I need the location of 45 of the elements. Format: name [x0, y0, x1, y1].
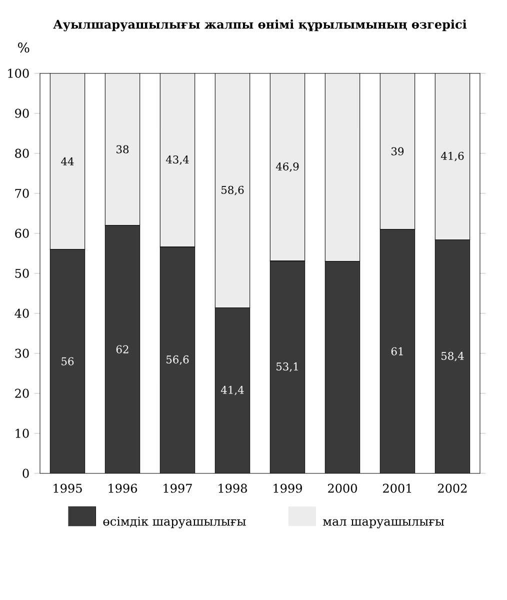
data-label: 56,6	[166, 355, 189, 365]
y-tick-label: 10	[16, 428, 29, 438]
y-tick-label: 40	[14, 308, 29, 318]
bar	[325, 73, 360, 262]
bar	[270, 73, 306, 262]
x-tick-label: 2001	[383, 484, 412, 493]
data-label: 41,4	[221, 386, 244, 396]
data-label: 38	[116, 145, 129, 154]
y-tick-label: 80	[15, 148, 29, 158]
y-axis-title: %	[18, 42, 30, 53]
data-label: 53,1	[276, 362, 298, 372]
y-tick-label: 20	[15, 388, 29, 398]
x-tick-label: 1998	[218, 484, 248, 493]
bar	[380, 73, 416, 230]
x-tick-label: 2002	[438, 484, 467, 493]
x-tick-label: 1997	[164, 484, 192, 493]
data-label: 61	[392, 347, 403, 356]
data-label: 46,9	[276, 162, 299, 172]
bar	[215, 73, 250, 308]
x-tick-label: 1996	[108, 484, 138, 493]
data-label: 43,4	[166, 155, 190, 165]
chart-title: Ауылшаруашылығы жалпы өнімі құрылымының өзгерісі	[53, 20, 467, 32]
data-label: 39	[392, 147, 404, 156]
data-label: 56	[62, 357, 74, 366]
x-tick-label: 1995	[54, 484, 82, 493]
data-label: 44	[61, 157, 74, 166]
y-tick-label: 100	[8, 68, 29, 78]
legend-label: өсімдік шаруашылығы	[103, 516, 246, 528]
data-label: 58,6	[222, 186, 244, 196]
y-tick-label: 60	[15, 228, 29, 238]
y-tick-label: 30	[15, 348, 29, 358]
legend-label: мал шаруашылығы	[323, 519, 444, 528]
x-tick-label: 2000	[328, 484, 358, 493]
y-tick-label: 90	[15, 108, 29, 118]
bar	[435, 73, 470, 240]
bar	[160, 73, 196, 248]
y-tick-label: 50	[16, 268, 29, 278]
y-tick-label: 0	[22, 468, 29, 478]
bar	[50, 73, 86, 250]
bar	[105, 73, 140, 226]
x-tick-label: 1999	[274, 484, 302, 493]
data-label: 41,6	[441, 152, 464, 162]
data-label: 58,4	[442, 352, 464, 362]
y-tick-label: 70	[16, 188, 29, 198]
data-label: 62	[116, 345, 128, 354]
